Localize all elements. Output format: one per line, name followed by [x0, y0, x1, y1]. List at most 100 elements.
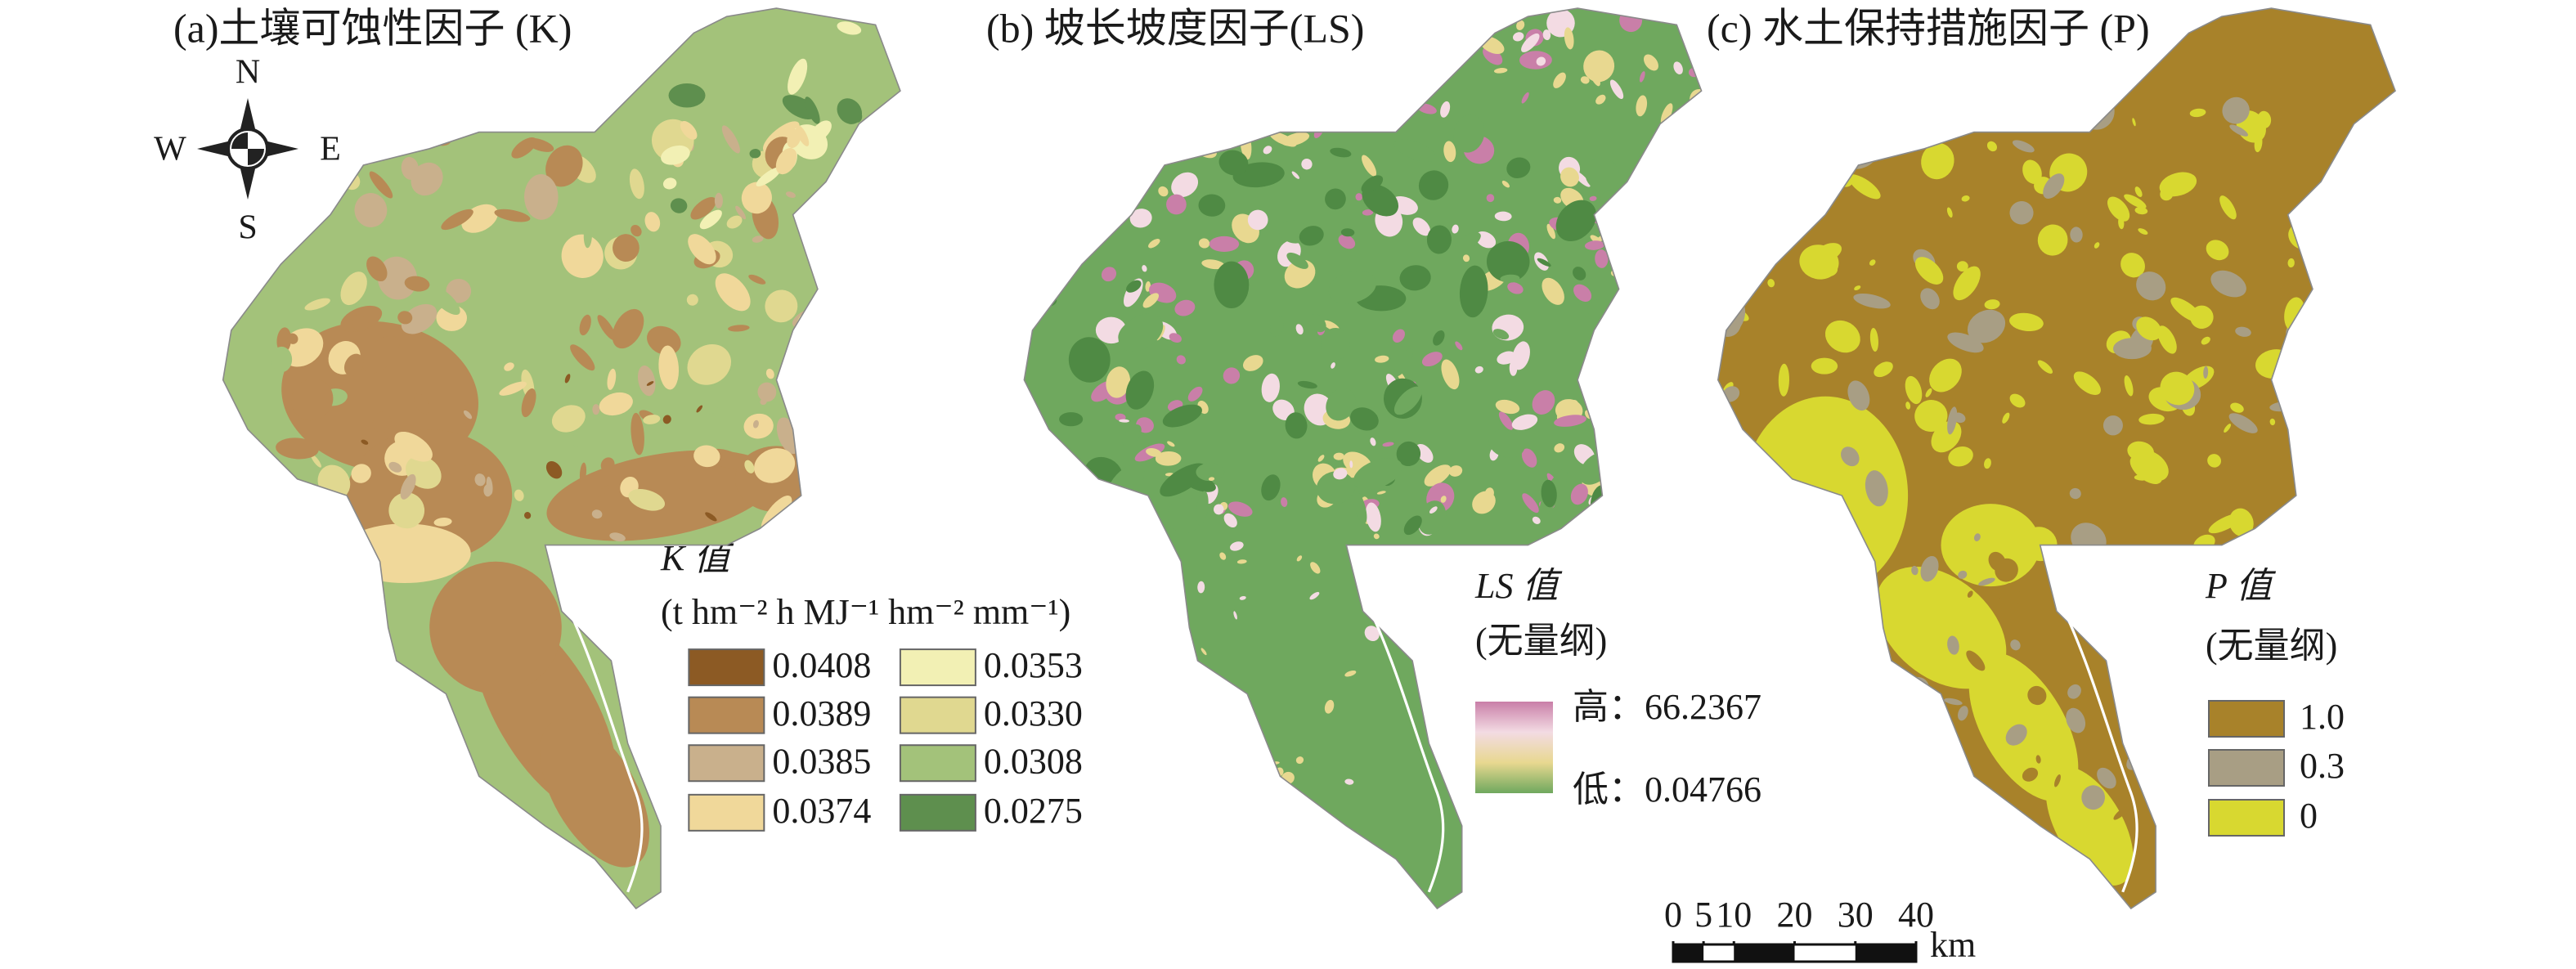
- map-patch: [1366, 40, 1386, 65]
- map-patch: [279, 179, 325, 207]
- map-patch: [612, 308, 644, 349]
- map-patch: [1814, 243, 1842, 262]
- map-patch: [1441, 359, 1460, 390]
- map-patch: [647, 325, 681, 356]
- map-patch: [579, 462, 587, 484]
- map-patch: [1176, 700, 1188, 713]
- map-patch: [1361, 175, 1384, 194]
- map-patch: [1227, 501, 1253, 517]
- legend-label: 0: [2300, 796, 2318, 836]
- map-patch: [868, 190, 891, 206]
- map-patch: [1230, 541, 1244, 551]
- map-patch: [743, 413, 774, 439]
- map-patch: [1068, 337, 1111, 383]
- map-patch: [2134, 665, 2156, 684]
- map-patch: [644, 212, 661, 232]
- map-patch: [1744, 133, 1760, 151]
- map-patch: [592, 404, 600, 415]
- map-patch: [1973, 533, 1981, 541]
- map-patch: [441, 209, 473, 231]
- map-patch: [735, 205, 747, 220]
- map-patch: [1059, 412, 1084, 427]
- map-patch: [1443, 693, 1455, 704]
- map-outline: [1023, 7, 1703, 910]
- map-patch: [705, 512, 717, 522]
- map-patch: [2089, 609, 2102, 621]
- map-patch: [1355, 193, 1363, 201]
- map-patch: [1353, 490, 1367, 524]
- map-patch: [1944, 698, 1963, 706]
- map-patch: [1905, 402, 1911, 410]
- map-patch: [1270, 316, 1284, 337]
- map-patch: [696, 405, 703, 413]
- map-patch: [1142, 265, 1147, 272]
- map-patch: [1295, 756, 1304, 765]
- legend-label: 0.0308: [984, 741, 1083, 781]
- compass-center: [231, 132, 264, 165]
- map-patch: [688, 234, 716, 265]
- map-patch: [1138, 70, 1155, 87]
- map-patch: [276, 497, 289, 508]
- map-patch: [551, 405, 586, 433]
- map-panel: [222, 7, 901, 910]
- map-patch: [1509, 359, 1518, 376]
- map-patch: [1583, 50, 1615, 83]
- map-patch: [1946, 207, 1953, 218]
- map-patch: [1869, 259, 1876, 266]
- map-patch: [372, 411, 392, 433]
- map-patch: [1456, 24, 1479, 56]
- map-patch: [1286, 252, 1308, 269]
- map-patch: [1967, 309, 2006, 343]
- legend-label: 0.0385: [772, 741, 871, 781]
- map-patch: [339, 523, 471, 584]
- map-patch: [629, 168, 644, 200]
- legend-swatch: [899, 793, 976, 832]
- map-patch: [1198, 238, 1210, 249]
- river: [2055, 594, 2138, 893]
- map-patch: [1979, 836, 2002, 853]
- map-patch: [579, 314, 591, 336]
- map-patch: [1629, 450, 1643, 463]
- map-patch: [1090, 77, 1109, 92]
- map-patch: [1286, 75, 1309, 99]
- map-patch: [1639, 71, 1645, 83]
- map-patch: [2043, 173, 2065, 200]
- map-patch: [1516, 20, 1525, 30]
- map-patch: [805, 96, 820, 124]
- map-patch: [631, 224, 642, 237]
- map-patch: [2124, 375, 2134, 397]
- map-patch: [1426, 225, 1452, 254]
- map-patch: [304, 298, 330, 311]
- map-patch: [1325, 188, 1346, 210]
- map-patch: [1953, 412, 1966, 424]
- map-patch: [2230, 402, 2244, 413]
- map-patch: [782, 95, 817, 120]
- map-patch: [775, 148, 797, 175]
- map-patch: [1733, 225, 1750, 252]
- map-patch: [1536, 56, 1546, 66]
- map-patch: [2222, 96, 2250, 124]
- map-patch: [1950, 822, 1966, 837]
- scale-bar-segment: [1734, 944, 1795, 962]
- map-patch: [1564, 27, 1574, 50]
- map-patch: [1459, 12, 1485, 38]
- map-patch: [1848, 475, 1859, 487]
- map-patch: [1106, 366, 1131, 398]
- map-patch: [1658, 285, 1672, 300]
- map-patch: [1620, 236, 1631, 248]
- map-patch: [1932, 805, 1936, 814]
- map-patch: [1498, 411, 1514, 430]
- map-patch: [504, 362, 514, 371]
- map-patch: [2134, 186, 2143, 197]
- map-patch: [1344, 778, 1354, 785]
- map-patch: [486, 476, 493, 496]
- map-patch: [1958, 570, 1968, 579]
- map-patch: [631, 412, 644, 455]
- map-patch: [1372, 71, 1392, 92]
- map-patch: [1405, 34, 1412, 42]
- map-patch: [796, 124, 810, 146]
- map-patch: [1196, 463, 1225, 482]
- map-patch: [1198, 194, 1226, 217]
- map-patch: [361, 439, 369, 445]
- map-patch: [1638, 414, 1648, 432]
